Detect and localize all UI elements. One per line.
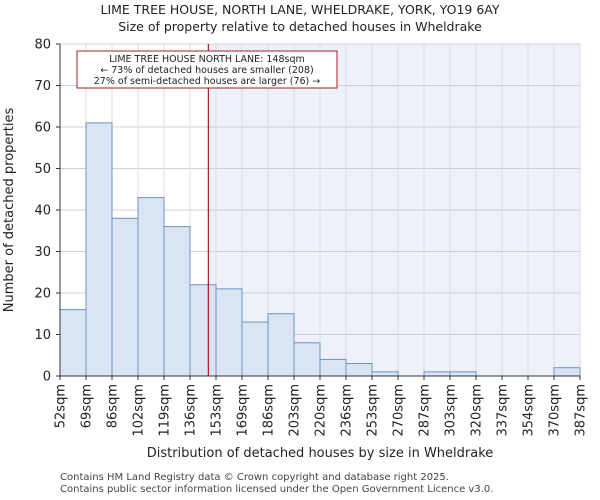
chart-subtitle: Size of property relative to detached ho… [118,19,482,34]
footer-line-1: Contains HM Land Registry data © Crown c… [60,472,449,483]
x-tick-label: 136sqm [184,384,199,437]
histogram-bar [293,342,321,377]
histogram-bar [85,122,113,377]
y-tick-label: 60 [34,121,51,136]
histogram-bar [345,363,373,377]
y-tick-label: 50 [34,162,51,177]
x-tick-label: 169sqm [236,384,251,437]
x-tick-label: 203sqm [288,384,303,437]
histogram-bar [319,358,347,377]
histogram-bar [163,226,191,377]
x-tick-label: 253sqm [366,384,381,437]
y-tick-label: 70 [34,79,51,94]
x-tick-label: 370sqm [548,384,563,437]
annotation-line: 27% of semi-detached houses are larger (… [94,76,321,87]
histogram-bar [241,321,269,377]
y-tick-label: 40 [34,204,51,219]
histogram-bar [215,288,243,377]
x-tick-label: 86sqm [106,384,121,428]
x-tick-label: 220sqm [314,384,329,437]
x-tick-label: 52sqm [54,384,69,428]
x-tick-label: 354sqm [522,384,537,437]
annotation-box [76,50,338,89]
annotation-line: ← 73% of detached houses are smaller (20… [100,65,313,76]
y-tick-label: 10 [34,328,51,343]
x-tick-label: 303sqm [444,384,459,437]
histogram-bar [111,217,139,377]
y-tick-label: 20 [34,287,51,302]
histogram-bar [371,371,399,377]
x-tick-label: 287sqm [418,384,433,437]
annotation-line: LIME TREE HOUSE NORTH LANE: 148sqm [109,54,305,65]
x-tick-label: 69sqm [80,384,95,428]
x-tick-label: 186sqm [262,384,277,437]
x-tick-label: 337sqm [496,384,511,437]
x-axis-title: Distribution of detached houses by size … [147,446,494,461]
y-tick-label: 0 [43,370,51,385]
x-tick-label: 236sqm [340,384,355,437]
histogram-bar [267,313,295,377]
histogram-bar [423,371,451,377]
chart-title: LIME TREE HOUSE, NORTH LANE, WHELDRAKE, … [100,2,500,17]
x-tick-label: 387sqm [574,384,589,437]
x-tick-label: 320sqm [470,384,485,437]
histogram-bar [449,371,477,377]
x-tick-label: 102sqm [132,384,147,437]
x-tick-label: 119sqm [158,384,173,437]
histogram-bar [137,197,165,377]
x-tick-label: 270sqm [392,384,407,437]
histogram-bar [59,309,87,377]
footer-line-2: Contains public sector information licen… [60,484,494,495]
y-tick-label: 30 [34,245,51,260]
histogram-bar [553,367,581,377]
y-axis-title: Number of detached properties [2,108,17,313]
y-tick-label: 80 [34,38,51,53]
histogram-bar [189,284,217,377]
x-tick-label: 153sqm [210,384,225,437]
